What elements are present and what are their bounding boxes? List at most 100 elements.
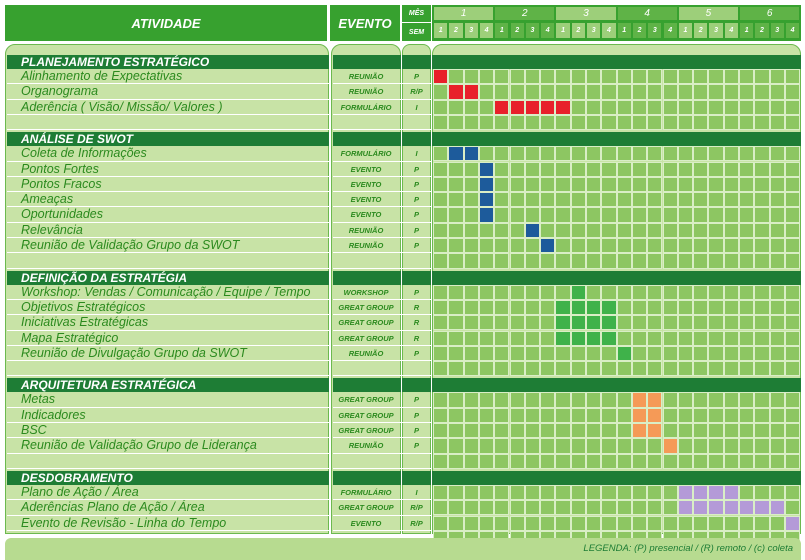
- row-divider: [333, 360, 401, 362]
- grid-cell: [524, 515, 541, 531]
- grid-cell: [754, 407, 770, 423]
- grid-cell: [708, 146, 724, 162]
- grid-cell: [540, 161, 556, 177]
- section-band: [432, 378, 801, 393]
- grid-cell: [693, 407, 709, 423]
- grid-cell: [784, 484, 801, 501]
- grid-cell: [601, 238, 617, 254]
- grid-cell: [647, 222, 663, 238]
- timeline-header: [432, 5, 801, 41]
- grid-cell: [509, 114, 525, 131]
- grid-cell: [662, 207, 678, 223]
- grid-cell: [448, 222, 464, 238]
- grid-cell: [739, 192, 755, 208]
- gantt-bar-cell: [555, 99, 571, 115]
- grid-cell: [723, 114, 739, 131]
- grid-cell: [509, 330, 525, 346]
- gantt-bar-cell: [433, 69, 449, 85]
- grid-cell: [754, 345, 770, 362]
- row-divider: [7, 360, 329, 362]
- gantt-bar-cell: [570, 284, 586, 300]
- row-divider: [333, 406, 401, 408]
- gantt-bar-cell: [708, 484, 724, 501]
- grid-cell: [494, 407, 510, 423]
- grid-cell: [784, 345, 801, 362]
- grid-cell: [448, 330, 464, 346]
- grid-cell: [433, 423, 449, 439]
- grid-cell: [540, 361, 556, 377]
- week-label: 4: [479, 23, 494, 38]
- grid-cell: [739, 238, 755, 254]
- mode-code: P: [413, 395, 419, 405]
- grid-cell: [784, 423, 801, 439]
- legend-bar: LEGENDA: (P) presencial / (R) remoto / (…: [5, 538, 801, 560]
- grid-cell: [570, 99, 586, 115]
- grid-cell: [739, 176, 755, 193]
- grid-cell: [601, 284, 617, 300]
- grid-cell: [784, 69, 801, 85]
- grid-cell: [693, 146, 709, 162]
- grid-cell: [754, 161, 770, 177]
- grid-cell: [540, 69, 556, 85]
- grid-cell: [739, 345, 755, 362]
- grid-cell: [463, 315, 479, 331]
- grid-cell: [708, 392, 724, 408]
- grid-cell: [723, 407, 739, 423]
- event-type: REUNIÃO: [348, 241, 384, 250]
- section-title: PLANEJAMENTO ESTRATÉGICO: [7, 55, 329, 69]
- week-label: 2: [571, 23, 585, 38]
- grid-cell: [723, 392, 739, 408]
- grid-cell: [463, 484, 479, 501]
- grid-cell: [723, 146, 739, 162]
- grid-cell: [769, 99, 785, 115]
- grid-cell: [739, 361, 755, 377]
- event-type: FORMULÁRIO: [340, 102, 392, 112]
- grid-cell: [463, 253, 479, 269]
- grid-cell: [677, 192, 694, 208]
- grid-cell: [693, 238, 709, 254]
- row-divider: [333, 252, 401, 254]
- grid-cell: [754, 315, 770, 331]
- gantt-bar-cell: [586, 299, 602, 316]
- grid-cell: [570, 84, 586, 100]
- activity-name: Alinhamento de Expectativas: [21, 69, 183, 83]
- grid-cell: [448, 484, 464, 501]
- grid-cell: [524, 345, 541, 362]
- gantt-bar-cell: [524, 99, 541, 115]
- grid-cell: [586, 114, 602, 131]
- event-type: REUNIÃO: [348, 72, 384, 81]
- grid-cell: [754, 484, 770, 501]
- grid-cell: [784, 361, 801, 377]
- grid-cell: [570, 253, 586, 269]
- grid-cell: [433, 315, 449, 331]
- grid-cell: [769, 253, 785, 269]
- section-band: [402, 55, 431, 69]
- grid-cell: [754, 392, 770, 408]
- grid-cell: [662, 222, 678, 238]
- activity-name: Pontos Fracos: [21, 176, 102, 191]
- grid-cell: [570, 345, 586, 362]
- grid-cell: [463, 176, 479, 193]
- grid-cell: [494, 161, 510, 177]
- grid-cell: [754, 69, 770, 85]
- grid-cell: [708, 176, 724, 193]
- event-type: FORMULÁRIO: [340, 487, 392, 497]
- grid-cell: [647, 453, 663, 469]
- grid-cell: [723, 438, 739, 454]
- grid-cell: [509, 176, 525, 193]
- grid-cell: [540, 438, 556, 454]
- event-type: GREAT GROUP: [338, 318, 394, 328]
- grid-cell: [448, 238, 464, 254]
- grid-cell: [754, 238, 770, 254]
- week-label: 4: [541, 23, 555, 38]
- grid-cell: [494, 192, 510, 208]
- grid-cell: [478, 146, 495, 162]
- grid-cell: [509, 299, 525, 316]
- row-divider: [402, 221, 431, 223]
- grid-cell: [601, 407, 617, 423]
- grid-cell: [433, 484, 449, 501]
- grid-cell: [784, 192, 801, 208]
- grid-cell: [463, 407, 479, 423]
- event-type: GREAT GROUP: [338, 302, 394, 312]
- gantt-bar-cell: [494, 99, 510, 115]
